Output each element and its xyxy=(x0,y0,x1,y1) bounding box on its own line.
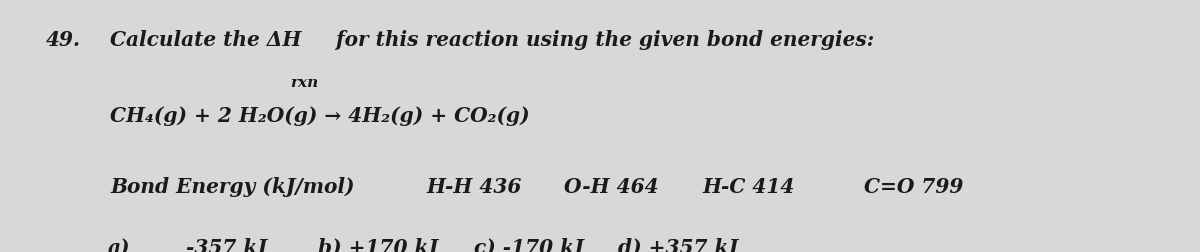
Text: for this reaction using the given bond energies:: for this reaction using the given bond e… xyxy=(329,30,875,50)
Text: C=O 799: C=O 799 xyxy=(864,176,964,196)
Text: Calculate the ΔH: Calculate the ΔH xyxy=(110,30,301,50)
Text: c) -170 kJ: c) -170 kJ xyxy=(474,237,583,252)
Text: CH₄(g) + 2 H₂O(g) → 4H₂(g) + CO₂(g): CH₄(g) + 2 H₂O(g) → 4H₂(g) + CO₂(g) xyxy=(110,106,530,126)
Text: H-C 414: H-C 414 xyxy=(702,176,794,196)
Text: 49.: 49. xyxy=(46,30,80,50)
Text: H-H 436: H-H 436 xyxy=(426,176,521,196)
Text: b) +170 kJ: b) +170 kJ xyxy=(318,237,438,252)
Text: O-H 464: O-H 464 xyxy=(564,176,659,196)
Text: -357 kJ: -357 kJ xyxy=(186,237,266,252)
Text: d) +357 kJ: d) +357 kJ xyxy=(618,237,738,252)
Text: Bond Energy (kJ/mol): Bond Energy (kJ/mol) xyxy=(110,176,355,196)
Text: rxn: rxn xyxy=(290,76,318,89)
Text: a): a) xyxy=(108,237,131,252)
